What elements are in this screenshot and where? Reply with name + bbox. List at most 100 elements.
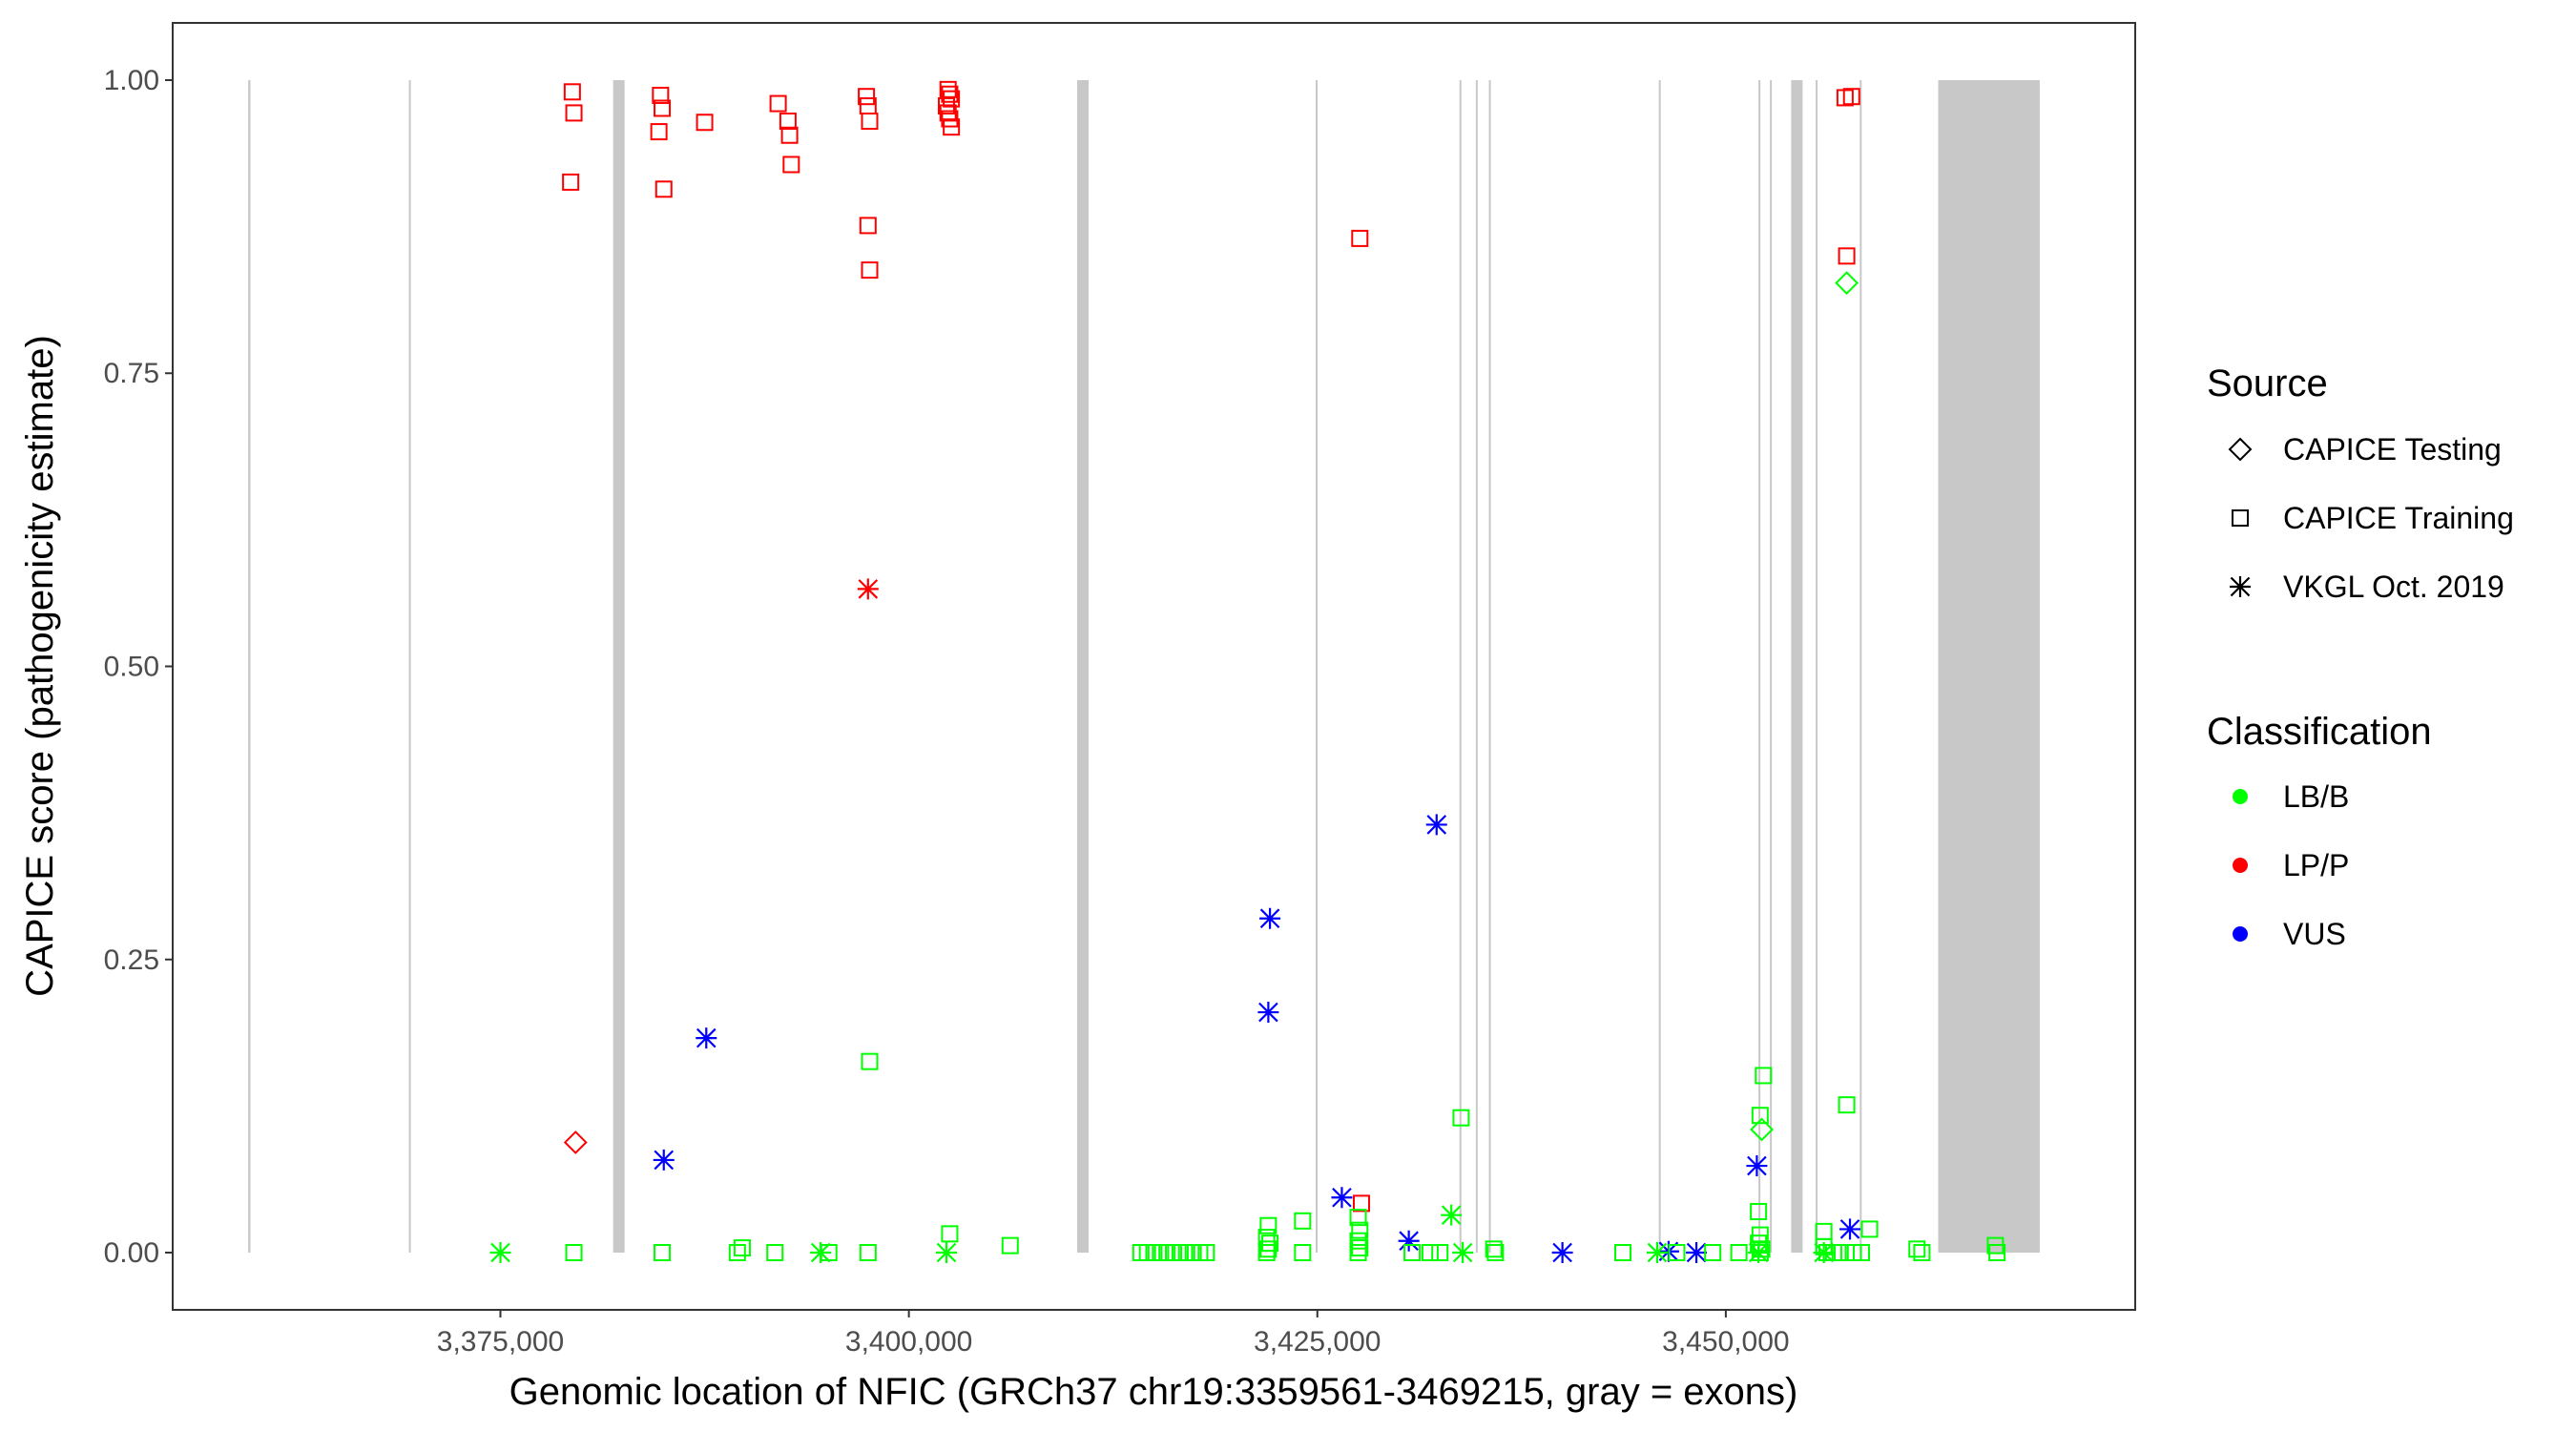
exon-band-13 xyxy=(1816,79,1818,1254)
legend-label: CAPICE Testing xyxy=(2283,432,2502,467)
legend-symbol-asterisk xyxy=(2230,576,2251,597)
data-point-shape xyxy=(1753,1240,1771,1258)
legend-classification-title: Classification xyxy=(2207,711,2432,753)
legend-swatch xyxy=(2233,858,2248,873)
data-point-shape xyxy=(563,1130,588,1154)
data-point-shape xyxy=(943,118,961,136)
data-point xyxy=(653,1149,675,1171)
data-point-shape xyxy=(766,1244,784,1262)
legend-source-items: CAPICE Testing CAPICE Training VKGL Oct. 2… xyxy=(2228,432,2514,604)
data-point xyxy=(650,123,668,141)
data-point xyxy=(728,1244,746,1262)
exon-band-6 xyxy=(1459,79,1462,1254)
data-point-shape xyxy=(1750,1234,1768,1253)
data-point xyxy=(780,126,799,144)
data-point xyxy=(1730,1244,1748,1262)
data-point xyxy=(1257,1244,1276,1262)
y-tick-label: 1.00 xyxy=(104,65,159,96)
legend-classification-items: LB/B LP/P VUS xyxy=(2233,779,2349,951)
y-tick-label: 0.00 xyxy=(104,1237,159,1269)
y-axis-title: CAPICE score (pathogenicity estimate) xyxy=(19,335,61,997)
data-point-shape xyxy=(1838,247,1856,265)
data-point xyxy=(1750,1117,1774,1142)
data-point-shape xyxy=(859,217,877,235)
data-point xyxy=(1349,1244,1367,1262)
legend-item-capice-training: CAPICE Training xyxy=(2232,501,2514,535)
data-point xyxy=(1259,1240,1278,1258)
data-point-shape xyxy=(941,1225,959,1243)
axes: 0.00 0.25 0.50 0.75 1.00 3,375,000 3,400,000 3,… xyxy=(104,65,1790,1358)
data-point-shape xyxy=(1452,1109,1470,1127)
data-point-shape xyxy=(1751,1107,1769,1125)
data-point xyxy=(939,104,957,122)
data-point-shape xyxy=(1746,1155,1768,1177)
legend-item-lb-b: LB/B xyxy=(2233,779,2349,814)
data-point xyxy=(939,80,957,98)
data-point-shape xyxy=(1431,1244,1449,1262)
data-point xyxy=(782,156,800,174)
data-point-shape xyxy=(1294,1244,1312,1262)
data-point xyxy=(654,99,672,117)
data-point xyxy=(565,1244,583,1262)
data-point-shape xyxy=(563,83,581,101)
data-point xyxy=(1838,247,1856,265)
data-point-shape xyxy=(1835,271,1859,296)
x-axis-title: Genomic location of NFIC (GRCh37 chr19:3… xyxy=(509,1371,1798,1413)
data-point-shape xyxy=(1261,1234,1279,1253)
legend-symbol-diamond xyxy=(2228,437,2253,462)
exon-band-2 xyxy=(408,79,411,1254)
exon-band-9 xyxy=(1658,79,1661,1254)
data-point xyxy=(1425,814,1447,836)
series-capice-training-lp-p xyxy=(562,80,1860,1213)
legend-item-vkgl-oct-2019: VKGL Oct. 2019 xyxy=(2230,570,2504,604)
y-tick-label: 0.25 xyxy=(104,944,159,976)
data-point-shape xyxy=(489,1242,511,1264)
data-point-shape xyxy=(1485,1240,1503,1258)
data-point-shape xyxy=(733,1239,751,1257)
data-point xyxy=(1613,1244,1631,1262)
data-point xyxy=(1831,1244,1849,1262)
data-point-shape xyxy=(1751,1244,1769,1262)
data-point-shape xyxy=(1421,1244,1439,1262)
data-point-shape xyxy=(782,156,800,174)
data-point-shape xyxy=(1908,1240,1926,1258)
data-point xyxy=(1668,1244,1686,1262)
data-point-shape xyxy=(1551,1242,1573,1264)
data-point xyxy=(1755,1067,1773,1085)
data-point xyxy=(654,180,673,198)
data-point xyxy=(1751,1244,1769,1262)
legend-item-capice-testing: CAPICE Testing xyxy=(2228,432,2502,467)
data-point-shape xyxy=(1860,1220,1879,1238)
data-point xyxy=(1836,89,1854,107)
data-point xyxy=(1259,907,1281,929)
exon-band-7 xyxy=(1475,79,1478,1254)
data-point-shape xyxy=(939,80,957,98)
data-point xyxy=(652,86,670,104)
data-point-shape xyxy=(1257,1002,1279,1024)
data-point-shape xyxy=(1352,1194,1370,1213)
exon-band-12 xyxy=(1791,79,1803,1254)
data-point-shape xyxy=(1668,1244,1686,1262)
data-point-shape xyxy=(1750,1117,1774,1142)
data-point-shape xyxy=(858,88,876,106)
legend-symbol-diamond-shape xyxy=(2228,437,2253,462)
x-tick-label: 3,400,000 xyxy=(845,1326,972,1358)
data-point-shape xyxy=(1441,1204,1463,1226)
data-point-shape xyxy=(1913,1244,1931,1262)
data-point-shape xyxy=(1486,1244,1505,1262)
data-point xyxy=(1853,1244,1871,1262)
data-point xyxy=(562,173,580,191)
data-point xyxy=(1813,1242,1835,1264)
data-point xyxy=(1750,1234,1768,1253)
data-point xyxy=(1908,1240,1926,1258)
data-point xyxy=(766,1244,784,1262)
data-point-shape xyxy=(1425,814,1447,836)
data-point-shape xyxy=(769,94,787,113)
data-point xyxy=(859,1244,877,1262)
data-point xyxy=(1704,1244,1722,1262)
data-point-shape xyxy=(1403,1244,1422,1262)
data-point-shape xyxy=(1748,1242,1770,1264)
data-point xyxy=(489,1242,511,1264)
exon-bands xyxy=(248,79,2040,1254)
